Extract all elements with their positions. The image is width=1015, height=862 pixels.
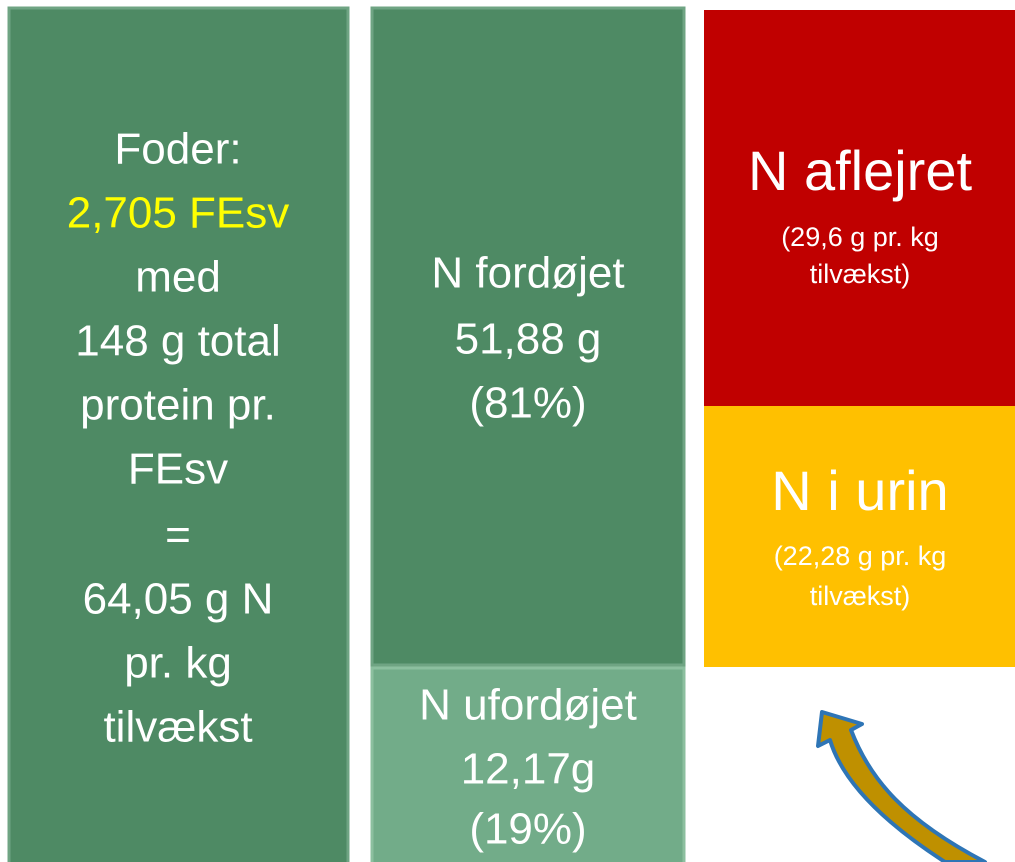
urine-note: tilvækst) [810,581,911,611]
digested-box [370,6,686,667]
digested-line: N fordøjet [431,249,624,298]
digested-line: 51,88 g [455,315,602,364]
feed-line: FEsv [128,445,228,494]
digested-line: (81%) [469,379,586,428]
undigested-line: N ufordøjet [419,681,637,730]
feed-line: = [165,511,191,560]
urine-box [704,406,1015,667]
feed-line: 64,05 g N [83,575,274,624]
feed-line: tilvækst [103,703,252,752]
feed-line: protein pr. [80,381,276,430]
feed-line: 2,705 FEsv [67,189,290,238]
feed-box [7,6,350,862]
feed-line: med [135,253,221,302]
deposited-note: (29,6 g pr. kg [781,222,939,252]
feed-line: 148 g total [75,317,281,366]
undigested-line: 12,17g [461,745,596,794]
deposited-box [704,10,1015,406]
feed-line: pr. kg [124,639,232,688]
urine-title: N i urin [771,459,948,522]
deposited-title: N aflejret [748,139,973,202]
undigested-box [370,666,686,862]
deposited-note: tilvækst) [810,259,911,289]
undigested-line: (19%) [469,805,586,854]
arrow [816,710,987,862]
feed-line: Foder: [114,125,241,174]
urine-note: (22,28 g pr. kg [774,541,947,571]
